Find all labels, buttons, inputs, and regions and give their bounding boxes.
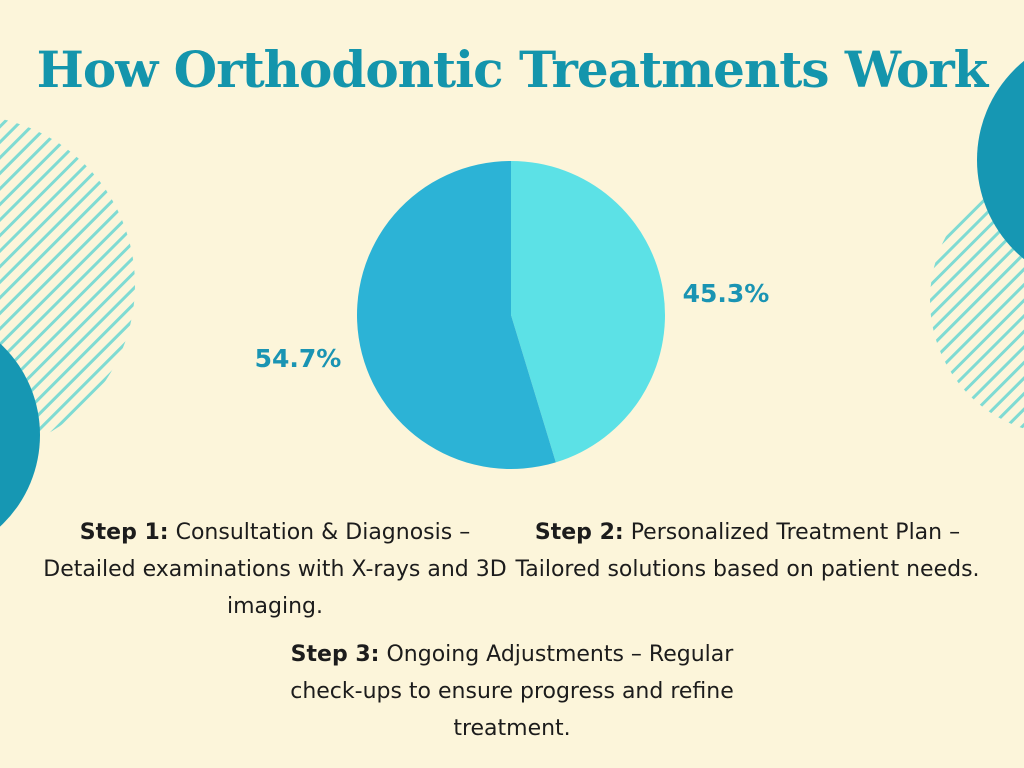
step-2-description: Step 2: Personalized Treatment Plan – Ta… <box>510 514 985 588</box>
page-title: How Orthodontic Treatments Work <box>36 40 989 99</box>
left-striped-circle <box>0 118 135 452</box>
step-2-heading: Step 2: <box>534 520 624 545</box>
right-solid-circle <box>977 60 1024 260</box>
step-3-heading: Step 3: <box>290 642 380 667</box>
step-2-text: Personalized Treatment Plan – Tailored s… <box>515 520 980 582</box>
step-3-description: Step 3: Ongoing Adjustments – Regular ch… <box>272 636 752 747</box>
pie-slice-1-label: 45.3% <box>683 279 770 308</box>
step-3-text: Ongoing Adjustments – Regular check-ups … <box>290 642 734 741</box>
pie-slice-2-label: 54.7% <box>255 344 342 373</box>
right-striped-circle <box>930 171 1024 429</box>
left-solid-circle <box>0 343 40 527</box>
pie-slice-1 <box>511 161 665 463</box>
pie-slice-2 <box>356 161 556 469</box>
step-1-heading: Step 1: <box>79 520 169 545</box>
step-1-description: Step 1: Consultation & Diagnosis – Detai… <box>40 514 510 625</box>
step-1-text: Consultation & Diagnosis – Detailed exam… <box>43 520 507 619</box>
